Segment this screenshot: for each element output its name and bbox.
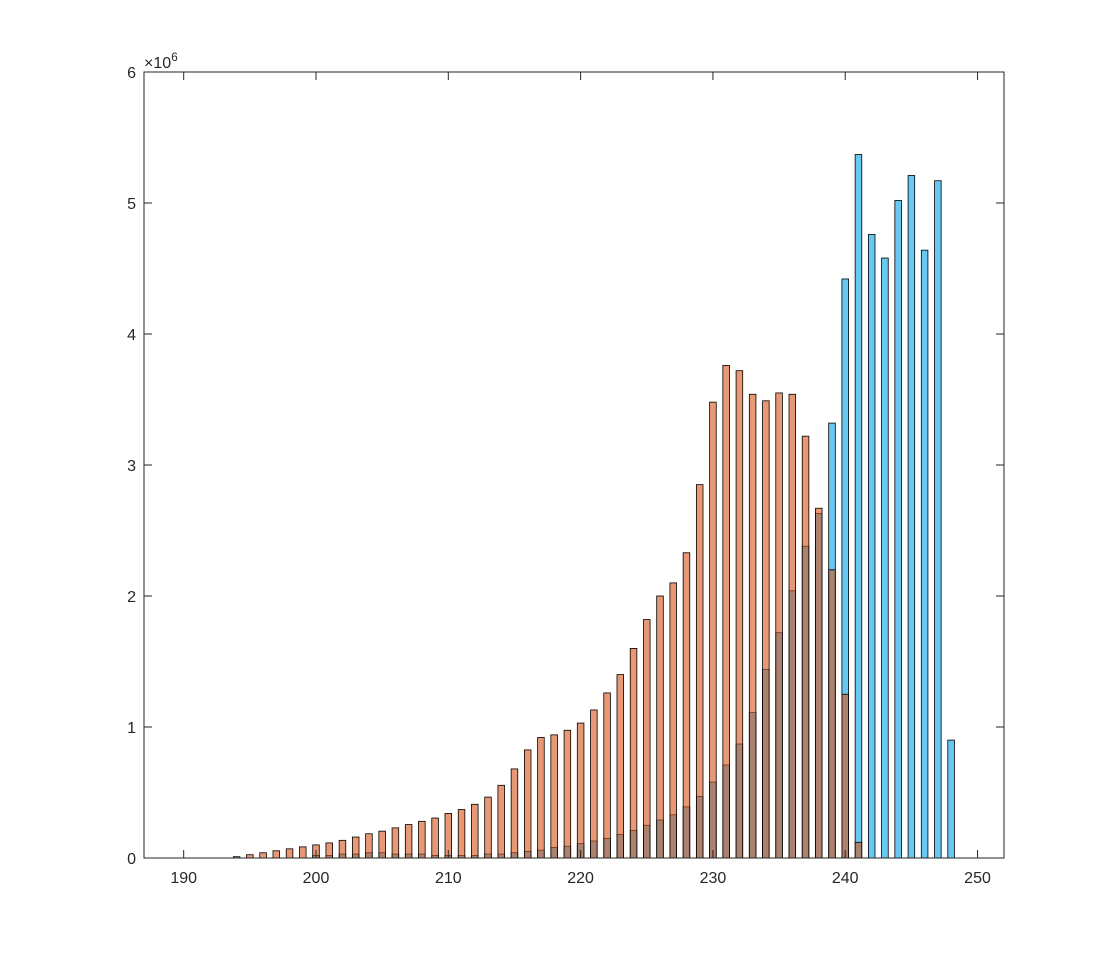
bar-series-2-x-222 (603, 692, 611, 859)
bar-series-1-x-244 (894, 199, 902, 859)
bar-series-2-x-215 (510, 768, 519, 859)
bar-series-2-x-205 (378, 830, 386, 859)
bar-series-2-x-231 (722, 365, 730, 859)
bar-series-2-x-238 (815, 507, 823, 859)
x-tick-label: 220 (567, 870, 594, 887)
bar-series-2-x-232 (735, 370, 744, 859)
bar-series-2-x-228 (682, 552, 691, 859)
bar-series-2-x-203 (351, 836, 360, 859)
y-tick-label: 4 (127, 327, 136, 344)
bars (232, 154, 955, 859)
bar-series-2-x-204 (365, 833, 373, 859)
y-tick-label: 0 (127, 851, 136, 868)
bar-series-2-x-212 (471, 803, 479, 859)
bar-series-2-x-218 (550, 734, 558, 859)
bar-series-2-x-233 (748, 393, 757, 859)
bar-series-1-x-241 (854, 154, 863, 859)
bar-series-2-x-236 (788, 393, 797, 859)
bar-series-2-x-217 (537, 737, 545, 859)
y-axis-exponent-power: 6 (171, 50, 178, 64)
y-axis-exponent-base: ×10 (144, 55, 171, 72)
bar-series-2-x-240 (841, 693, 849, 859)
y-tick-label: 2 (127, 589, 136, 606)
bar-series-2-x-211 (457, 809, 466, 859)
y-axis-exponent: ×106 (144, 50, 178, 72)
bar-series-2-x-197 (272, 850, 281, 859)
bar-series-2-x-207 (404, 824, 413, 859)
y-tick-label: 3 (127, 458, 136, 475)
ticks (144, 71, 1004, 859)
bar-series-1-x-242 (867, 234, 876, 859)
bar-series-2-x-220 (576, 722, 585, 859)
bar-series-2-x-196 (259, 852, 267, 859)
x-tick-label: 210 (435, 870, 462, 887)
x-tick-labels: 190 200 210 220 230 240 250 (170, 870, 991, 887)
bar-series-2-x-227 (669, 582, 677, 859)
bar-series-1-x-245 (907, 175, 916, 859)
bar-series-2-x-214 (497, 784, 505, 859)
bar-series-2-x-234 (762, 400, 770, 859)
bar-series-2-x-221 (590, 709, 598, 859)
bar-series-2-x-226 (656, 595, 664, 859)
x-tick-label: 190 (170, 870, 197, 887)
bar-series-2-x-198 (285, 848, 294, 859)
bar-series-2-x-225 (643, 619, 651, 859)
bar-series-2-x-213 (484, 796, 492, 859)
bar-series-1-x-243 (881, 257, 889, 859)
bar-series-2-x-206 (391, 827, 400, 859)
bar-series-2-x-201 (325, 842, 333, 859)
bar-series-2-x-235 (775, 392, 783, 859)
bar-series-1-x-247 (934, 180, 942, 859)
bar-series-2-x-208 (418, 820, 426, 859)
x-tick-label: 200 (303, 870, 330, 887)
bar-series-2-x-202 (338, 839, 347, 859)
x-tick-label: 230 (700, 870, 727, 887)
bar-series-2-x-209 (431, 817, 439, 859)
bar-series-2-x-219 (563, 729, 572, 859)
bar-series-1-x-248 (947, 739, 955, 859)
y-tick-label: 1 (127, 720, 136, 737)
bar-series-2-x-239 (828, 569, 836, 859)
bar-series-2-x-229 (695, 484, 704, 859)
bar-series-2-x-199 (299, 846, 307, 859)
x-tick-label: 240 (832, 870, 859, 887)
bar-series-2-x-216 (523, 749, 532, 859)
bar-series-2-x-223 (616, 674, 625, 859)
bar-series-2-x-230 (709, 401, 717, 859)
y-tick-labels: 0 1 2 3 4 5 6 (127, 65, 136, 868)
bar-series-1-x-246 (920, 249, 929, 859)
y-tick-label: 5 (127, 196, 136, 213)
bar-series-2-x-237 (801, 435, 810, 859)
y-tick-label: 6 (127, 65, 136, 82)
bar-series-2-x-224 (629, 648, 638, 859)
bar-series-2-x-241 (854, 841, 863, 859)
x-tick-label: 250 (964, 870, 991, 887)
